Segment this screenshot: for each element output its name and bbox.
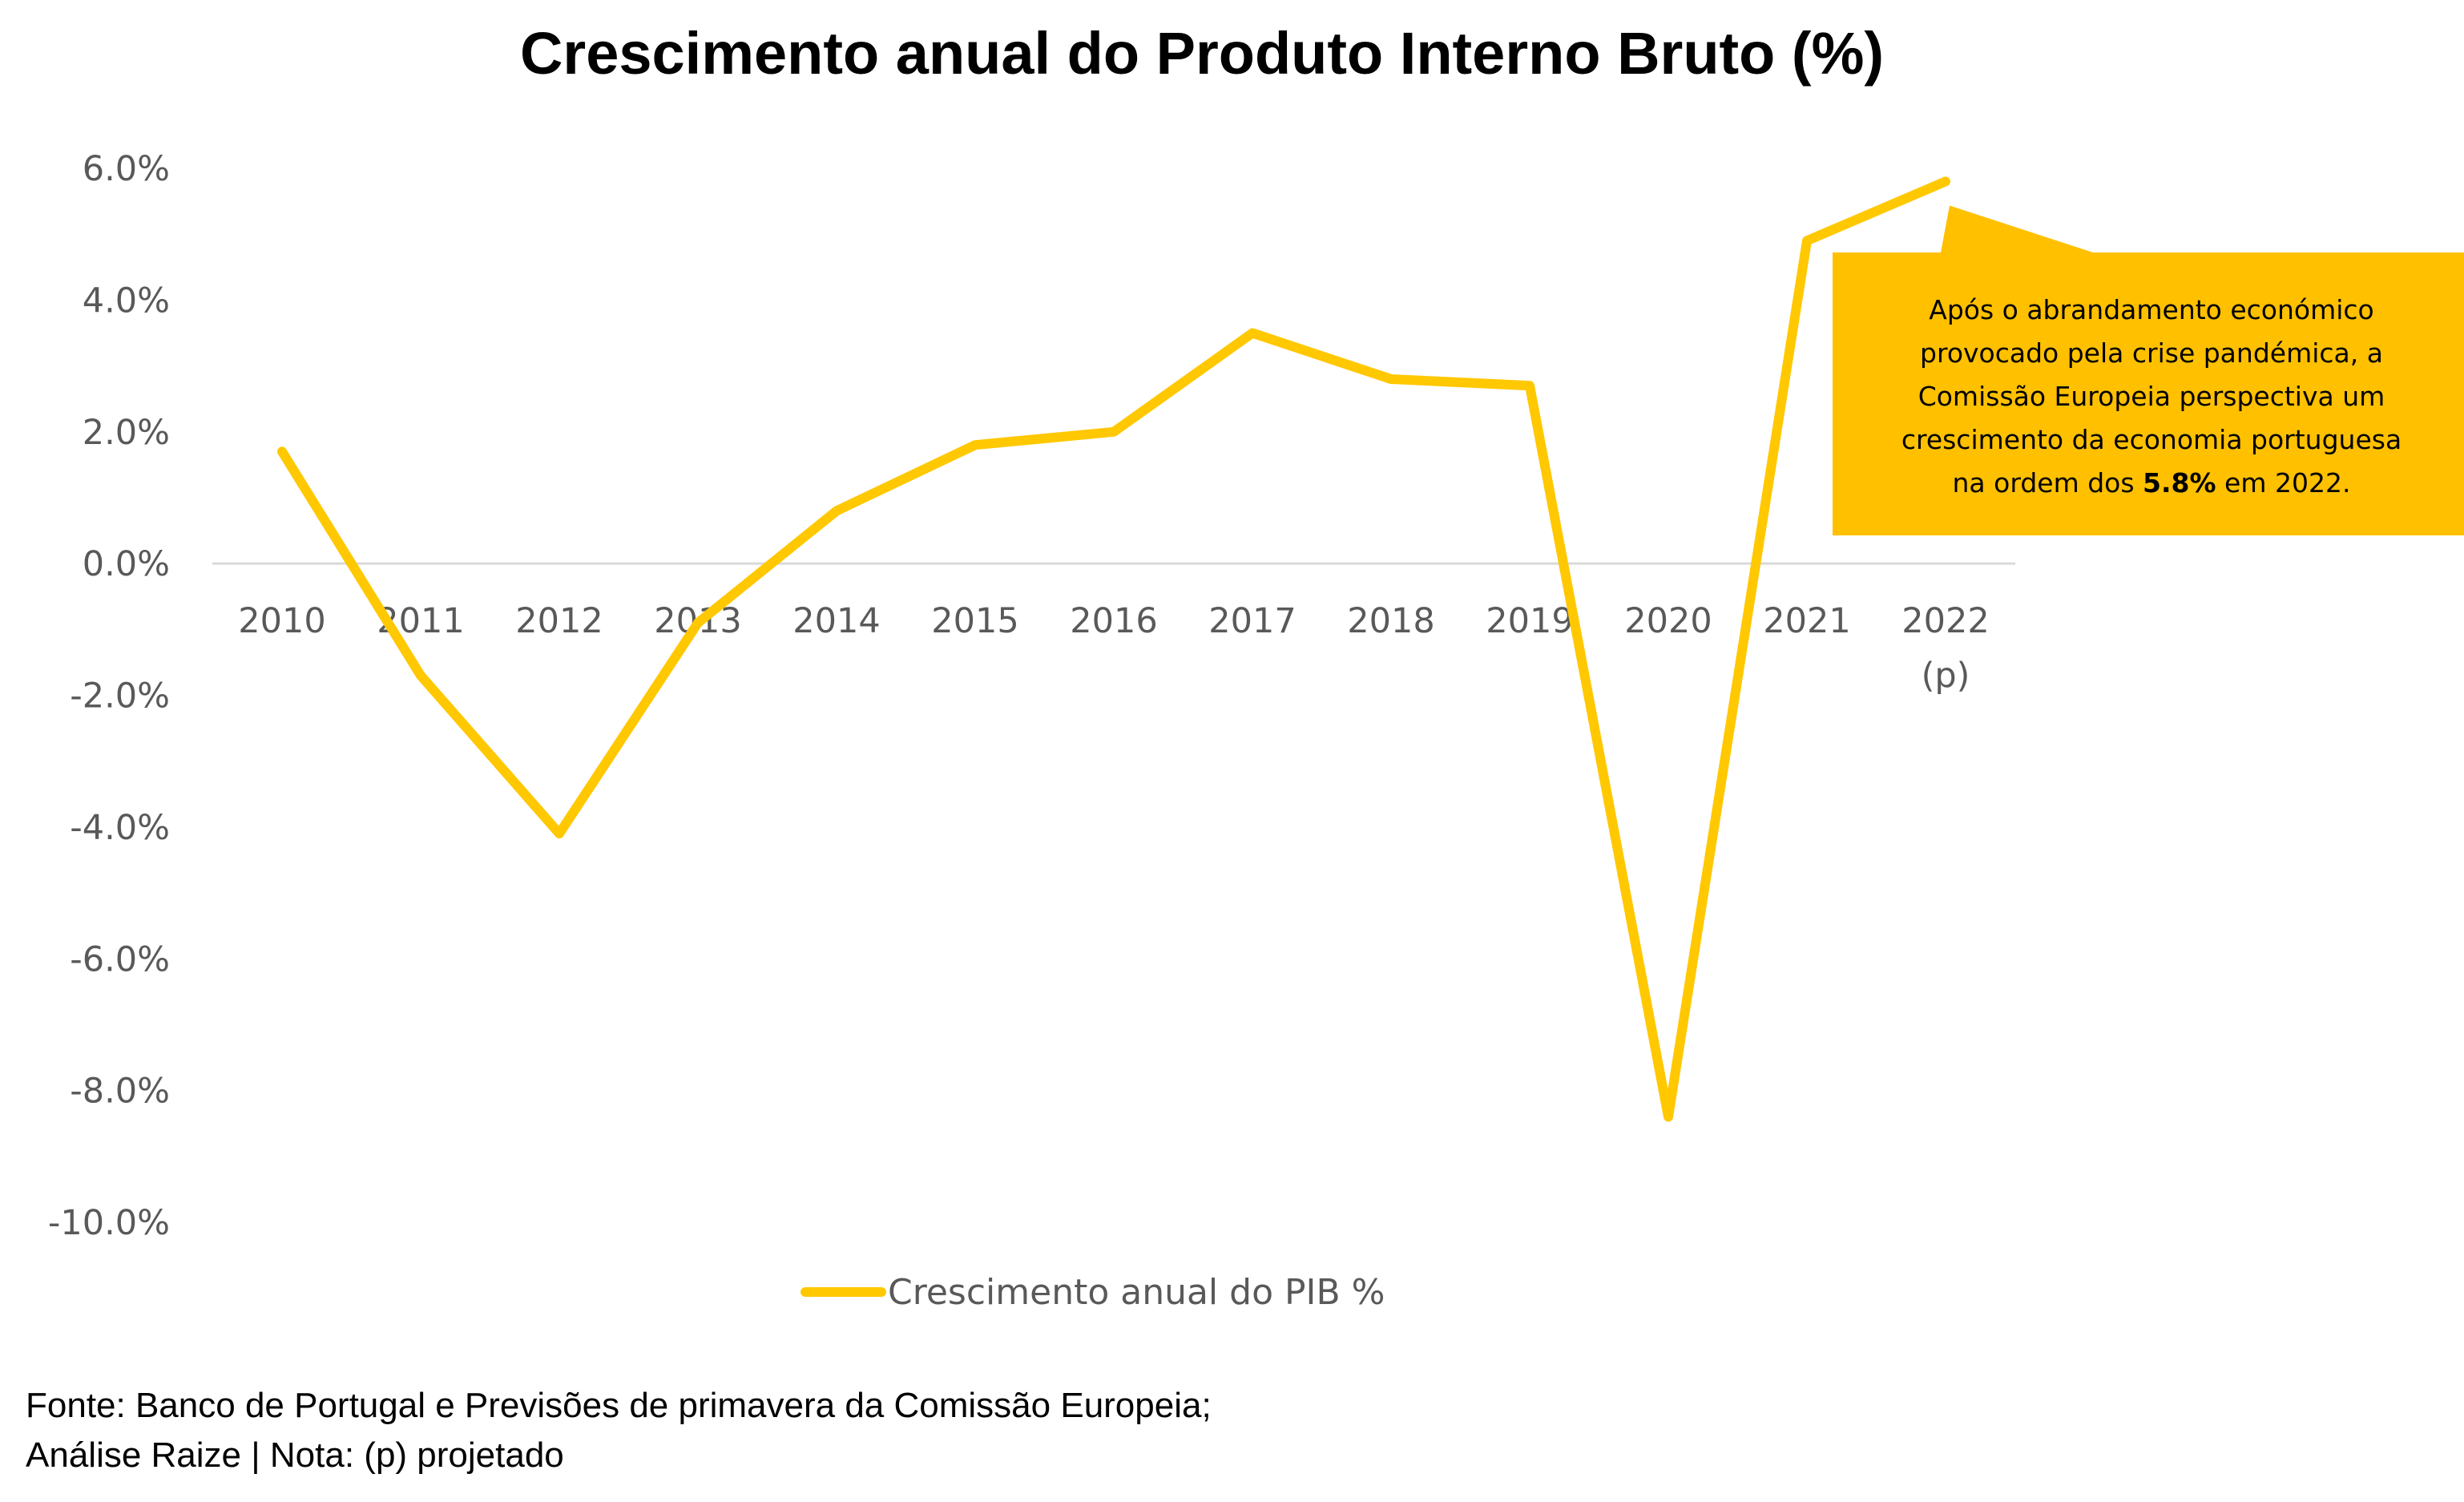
callout-line-5-after: em 2022. [2216,467,2351,499]
x-axis: 2010 2011 2012 2013 2014 2015 2016 2017 2018 2019… [238,601,1989,696]
y-tick-label: -10.0% [48,1203,170,1243]
callout-line-2: provocado pela crise pandémica, a [1920,337,2383,369]
callout-box [1833,205,2464,535]
y-tick-label: -6.0% [70,939,170,979]
y-tick-label: 0.0% [83,544,170,584]
x-tick-label: 2012 [515,601,603,641]
callout-line-5: na ordem dos 5.8% em 2022. [1953,467,2351,499]
y-tick-label: 4.0% [83,281,170,321]
y-axis: 6.0% 4.0% 2.0% 0.0% -2.0% -4.0% -6.0% -8.0% -10.… [48,149,170,1243]
x-tick-label: 2010 [238,601,325,641]
y-tick-label: -4.0% [70,808,170,848]
callout-line-5-before: na ordem dos [1953,467,2143,499]
annotation-callout: Após o abrandamento económico provocado … [1833,205,2464,535]
x-tick-label: 2020 [1624,601,1712,641]
legend: Crescimento anual do PIB % [800,1272,1385,1313]
callout-highlight-value: 5.8% [2143,467,2216,499]
source-line-2: Análise Raize | Nota: (p) projetado [26,1435,564,1475]
x-tick-label: 2018 [1347,601,1434,641]
x-tick-label: 2016 [1070,601,1157,641]
x-tick-label: 2015 [931,601,1018,641]
x-tick-label: 2019 [1486,601,1573,641]
y-tick-label: 2.0% [83,413,170,453]
y-tick-label: -8.0% [70,1072,170,1112]
y-tick-label: -2.0% [70,676,170,717]
callout-line-1: Após o abrandamento económico [1929,294,2374,325]
x-tick-label: 2021 [1763,601,1850,641]
callout-line-4: crescimento da economia portuguesa [1901,424,2401,455]
legend-label: Crescimento anual do PIB % [888,1272,1385,1313]
chart-title: Crescimento anual do Produto Interno Bru… [520,20,1884,87]
series-layer [277,176,1950,1122]
y-tick-label: 6.0% [83,149,170,189]
x-tick-label: 2014 [792,601,880,641]
x-tick-label: 2017 [1208,601,1296,641]
source-line-1: Fonte: Banco de Portugal e Previsões de … [26,1386,1212,1425]
x-tick-sublabel: (p) [1922,656,1970,696]
series-line [277,176,1950,1122]
x-tick-label: 2022 [1901,601,1989,641]
callout-line-3: Comissão Europeia perspectiva um [1918,381,2385,412]
